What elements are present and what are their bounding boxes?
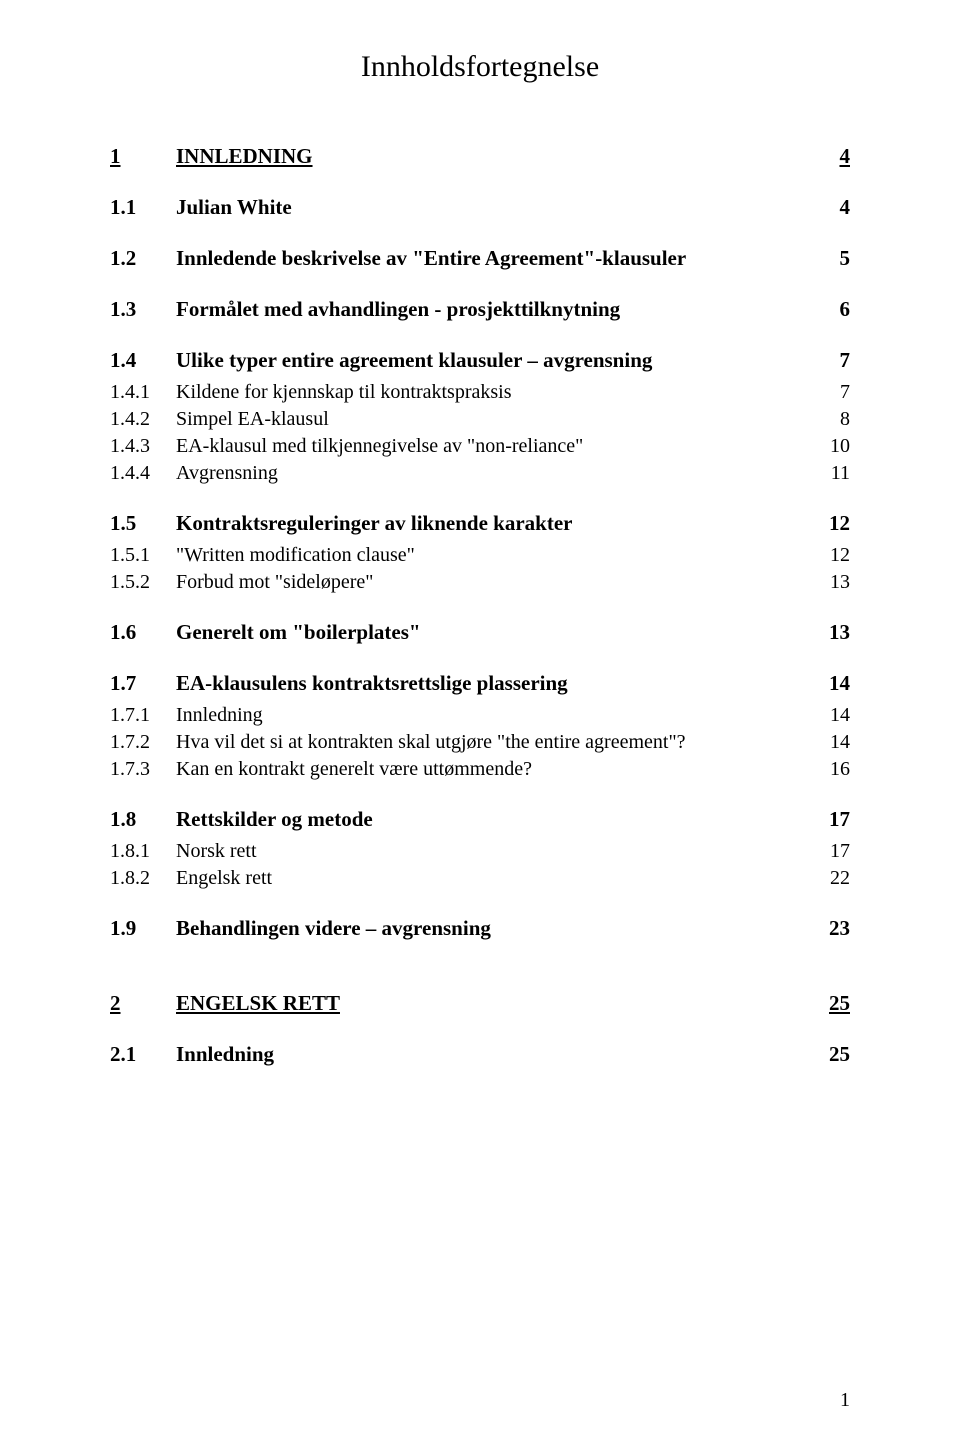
toc-entry-number: 1.7.1	[110, 704, 176, 727]
toc-entry: 1.4.2Simpel EA-klausul8	[110, 408, 850, 431]
toc-entry-number: 1.4.2	[110, 408, 176, 431]
toc-entry: 1.9Behandlingen videre – avgrensning23	[110, 916, 850, 941]
table-of-contents: 1INNLEDNING41.1Julian White41.2Innledend…	[110, 144, 850, 1067]
toc-entry-label: INNLEDNING	[176, 144, 810, 169]
toc-entry: 1.4.3EA-klausul med tilkjennegivelse av …	[110, 435, 850, 458]
toc-entry-label: EA-klausul med tilkjennegivelse av "non-…	[176, 435, 810, 458]
toc-entry: 1.4.4Avgrensning11	[110, 462, 850, 485]
toc-entry-label: Simpel EA-klausul	[176, 408, 810, 431]
toc-entry-page: 14	[810, 671, 850, 696]
toc-entry-number: 1.8.2	[110, 867, 176, 890]
toc-entry: 1.8.1Norsk rett17	[110, 840, 850, 863]
toc-entry-page: 14	[810, 704, 850, 727]
toc-entry-label: Kildene for kjennskap til kontraktspraks…	[176, 381, 810, 404]
toc-entry-page: 4	[810, 195, 850, 220]
toc-entry-page: 5	[810, 246, 850, 271]
toc-entry: 1.6Generelt om "boilerplates"13	[110, 620, 850, 645]
toc-entry: 1.2Innledende beskrivelse av "Entire Agr…	[110, 246, 850, 271]
toc-entry-number: 1.7.3	[110, 758, 176, 781]
toc-entry-label: Formålet med avhandlingen - prosjekttilk…	[176, 297, 810, 322]
toc-entry: 1.7.3Kan en kontrakt generelt være uttøm…	[110, 758, 850, 781]
toc-entry-number: 1.7.2	[110, 731, 176, 754]
toc-entry-label: EA-klausulens kontraktsrettslige plasser…	[176, 671, 810, 696]
toc-entry: 1.4.1Kildene for kjennskap til kontrakts…	[110, 381, 850, 404]
toc-entry-number: 1.8.1	[110, 840, 176, 863]
toc-entry-number: 1.4.1	[110, 381, 176, 404]
page-title: Innholdsfortegnelse	[110, 50, 850, 84]
toc-entry-number: 1.4.4	[110, 462, 176, 485]
toc-entry: 1.8.2Engelsk rett22	[110, 867, 850, 890]
toc-entry: 1.5Kontraktsreguleringer av liknende kar…	[110, 511, 850, 536]
toc-entry-page: 14	[810, 731, 850, 754]
toc-entry-page: 13	[810, 571, 850, 594]
toc-entry-number: 1.7	[110, 671, 176, 696]
toc-entry-number: 1.9	[110, 916, 176, 941]
toc-entry-page: 12	[810, 511, 850, 536]
toc-entry-label: Engelsk rett	[176, 867, 810, 890]
toc-entry-number: 1.6	[110, 620, 176, 645]
toc-entry-number: 1.4	[110, 348, 176, 373]
toc-entry-page: 16	[810, 758, 850, 781]
toc-entry: 2.1Innledning25	[110, 1042, 850, 1067]
toc-entry: 1.5.2Forbud mot "sideløpere"13	[110, 571, 850, 594]
toc-entry-number: 1.3	[110, 297, 176, 322]
toc-entry-page: 8	[810, 408, 850, 431]
toc-entry-label: "Written modification clause"	[176, 544, 810, 567]
toc-entry-label: Forbud mot "sideløpere"	[176, 571, 810, 594]
toc-entry-label: Kontraktsreguleringer av liknende karakt…	[176, 511, 810, 536]
toc-entry-page: 4	[810, 144, 850, 169]
toc-entry-number: 1.8	[110, 807, 176, 832]
toc-entry-label: Rettskilder og metode	[176, 807, 810, 832]
toc-entry-label: Kan en kontrakt generelt være uttømmende…	[176, 758, 810, 781]
toc-entry: 1.7.1Innledning14	[110, 704, 850, 727]
toc-entry-page: 22	[810, 867, 850, 890]
toc-entry-label: Norsk rett	[176, 840, 810, 863]
toc-entry-number: 1.5.1	[110, 544, 176, 567]
toc-entry-number: 1.5.2	[110, 571, 176, 594]
document-page: Innholdsfortegnelse 1INNLEDNING41.1Julia…	[0, 0, 960, 1442]
toc-entry-number: 1	[110, 144, 176, 169]
toc-entry: 1INNLEDNING4	[110, 144, 850, 169]
toc-entry: 2ENGELSK RETT25	[110, 991, 850, 1016]
toc-entry-label: Ulike typer entire agreement klausuler –…	[176, 348, 810, 373]
page-number: 1	[840, 1389, 850, 1412]
toc-entry-label: Hva vil det si at kontrakten skal utgjør…	[176, 731, 810, 754]
toc-entry-page: 7	[810, 381, 850, 404]
toc-entry: 1.3Formålet med avhandlingen - prosjektt…	[110, 297, 850, 322]
toc-entry-page: 17	[810, 840, 850, 863]
toc-entry-label: ENGELSK RETT	[176, 991, 810, 1016]
toc-entry-label: Behandlingen videre – avgrensning	[176, 916, 810, 941]
toc-entry-number: 2	[110, 991, 176, 1016]
toc-entry: 1.1Julian White4	[110, 195, 850, 220]
toc-entry-page: 6	[810, 297, 850, 322]
toc-entry: 1.5.1"Written modification clause"12	[110, 544, 850, 567]
toc-entry-label: Innledning	[176, 704, 810, 727]
toc-entry-label: Julian White	[176, 195, 810, 220]
toc-entry-number: 1.2	[110, 246, 176, 271]
toc-entry-page: 7	[810, 348, 850, 373]
toc-entry-page: 13	[810, 620, 850, 645]
toc-entry-page: 17	[810, 807, 850, 832]
toc-entry-page: 25	[810, 1042, 850, 1067]
toc-entry-number: 2.1	[110, 1042, 176, 1067]
toc-entry-label: Innledende beskrivelse av "Entire Agreem…	[176, 246, 810, 271]
toc-entry-page: 10	[810, 435, 850, 458]
toc-entry: 1.7EA-klausulens kontraktsrettslige plas…	[110, 671, 850, 696]
toc-entry-number: 1.4.3	[110, 435, 176, 458]
toc-entry-label: Innledning	[176, 1042, 810, 1067]
toc-entry-page: 23	[810, 916, 850, 941]
toc-entry-label: Generelt om "boilerplates"	[176, 620, 810, 645]
toc-entry-page: 25	[810, 991, 850, 1016]
toc-entry-page: 11	[810, 462, 850, 485]
toc-entry-page: 12	[810, 544, 850, 567]
toc-entry: 1.7.2Hva vil det si at kontrakten skal u…	[110, 731, 850, 754]
toc-entry: 1.4Ulike typer entire agreement klausule…	[110, 348, 850, 373]
toc-entry-number: 1.1	[110, 195, 176, 220]
toc-entry: 1.8Rettskilder og metode17	[110, 807, 850, 832]
toc-entry-number: 1.5	[110, 511, 176, 536]
toc-entry-label: Avgrensning	[176, 462, 810, 485]
